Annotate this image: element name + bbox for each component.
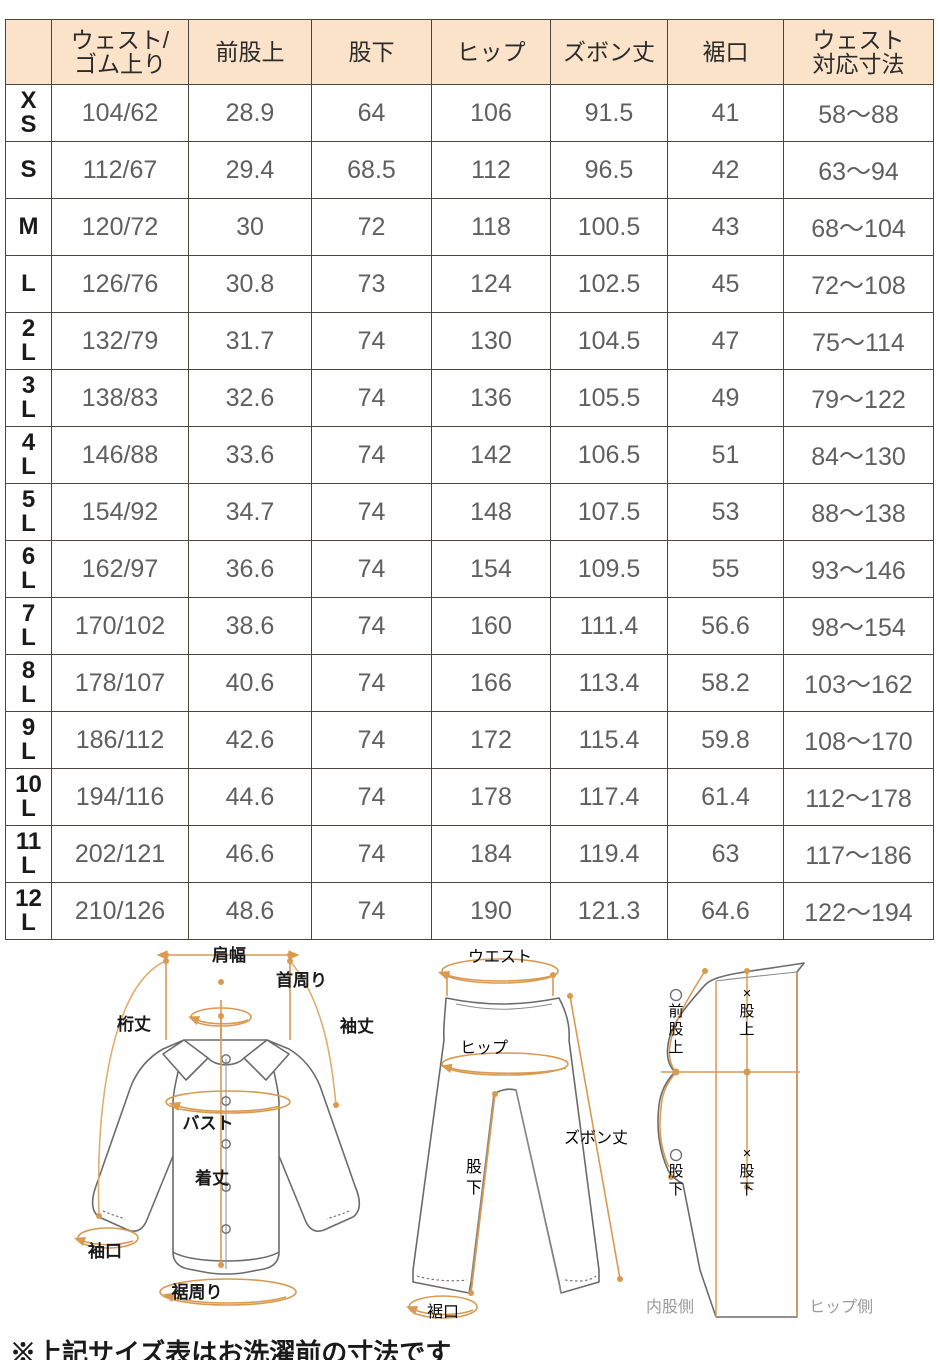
svg-text:股: 股 [739, 1003, 754, 1020]
svg-text:袖口: 袖口 [88, 1241, 122, 1261]
svg-text:裾周り: 裾周り [172, 1282, 223, 1302]
svg-text:首周り: 首周り [276, 970, 327, 990]
svg-text:ヒップ: ヒップ [460, 1039, 508, 1057]
svg-text:前: 前 [668, 1003, 683, 1020]
svg-text:股: 股 [739, 1163, 754, 1180]
svg-text:股: 股 [466, 1158, 482, 1176]
svg-text:×: × [743, 1145, 752, 1162]
svg-text:股: 股 [668, 1163, 683, 1180]
svg-text:上: 上 [668, 1039, 683, 1056]
svg-text:下: 下 [466, 1180, 482, 1197]
svg-text:下: 下 [739, 1181, 754, 1198]
svg-text:着丈: 着丈 [194, 1168, 229, 1188]
svg-text:股: 股 [668, 1021, 683, 1038]
svg-text:袖丈: 袖丈 [340, 1016, 374, 1036]
svg-text:裾口: 裾口 [427, 1303, 459, 1321]
svg-text:ヒップ側: ヒップ側 [809, 1298, 873, 1316]
svg-text:下: 下 [668, 1181, 683, 1198]
svg-text:上: 上 [739, 1021, 754, 1038]
svg-text:肩幅: 肩幅 [212, 945, 246, 965]
svg-text:×: × [743, 985, 752, 1002]
svg-text:内股側: 内股側 [646, 1298, 694, 1316]
svg-text:桁丈: 桁丈 [117, 1015, 151, 1034]
svg-text:バスト: バスト [183, 1114, 234, 1133]
svg-text:ズボン丈: ズボン丈 [564, 1129, 628, 1147]
svg-text:ウエスト: ウエスト [468, 948, 532, 966]
